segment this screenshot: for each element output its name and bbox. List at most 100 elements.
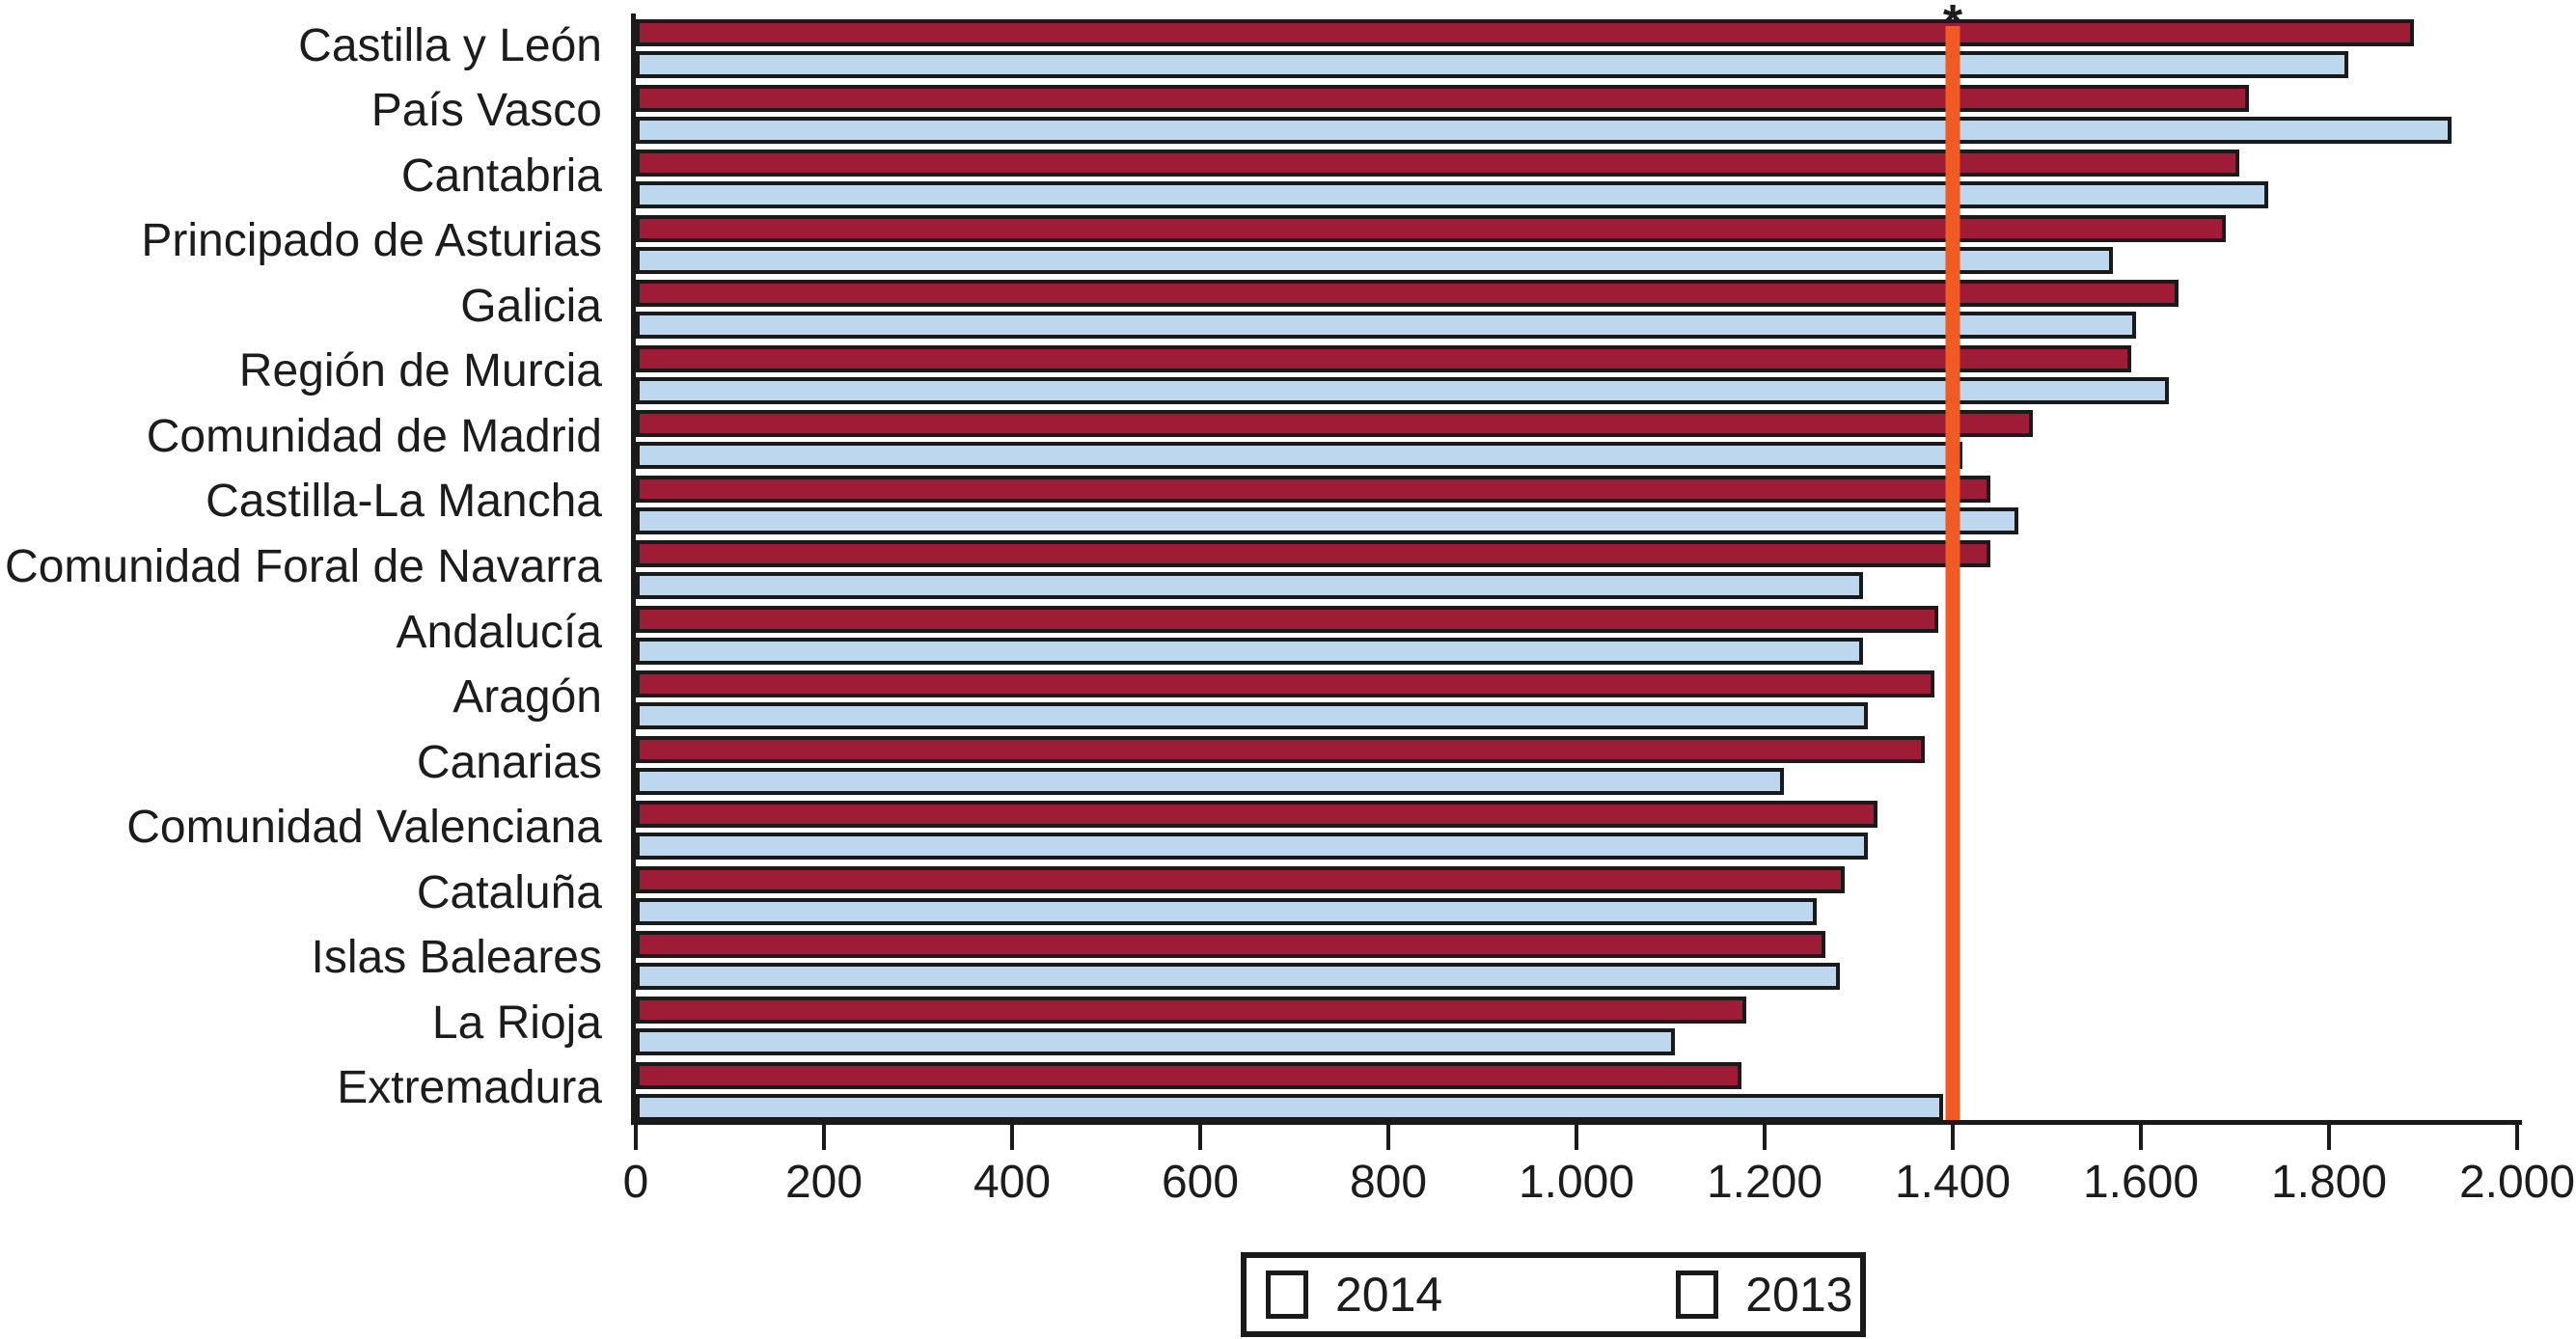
tick-label: 1.000	[1518, 1157, 1635, 1208]
tick-label: 1.400	[1894, 1157, 2012, 1208]
bar-group	[636, 14, 2517, 79]
tick-mark	[2515, 1125, 2519, 1150]
bar-group	[636, 79, 2517, 145]
category-label: Cataluña	[416, 866, 602, 918]
tick-mark	[634, 1125, 638, 1150]
bar-2014	[636, 1061, 1741, 1089]
x-axis-line	[631, 1120, 2522, 1125]
legend-item-2013: 2013	[1676, 1271, 1852, 1319]
tick-mark	[1010, 1125, 1014, 1150]
bar-group	[636, 665, 2517, 730]
bar-2013	[636, 312, 2137, 340]
bar-2014	[636, 996, 1746, 1024]
tick-label: 200	[784, 1157, 863, 1208]
legend-box: 2014 2013	[1241, 1252, 1866, 1337]
category-label: Región de Murcia	[238, 345, 602, 397]
bar-group	[636, 209, 2517, 275]
tick-mark	[1198, 1125, 1202, 1150]
bar-group	[636, 600, 2517, 666]
tick-mark	[1386, 1125, 1390, 1150]
bar-group	[636, 534, 2517, 600]
bar-group	[636, 340, 2517, 405]
bar-2013	[636, 767, 1784, 795]
tick-label: 600	[1161, 1157, 1240, 1208]
bar-2013	[636, 376, 2170, 404]
y-axis-labels: Castilla y León País Vasco Cantabria Princi…	[0, 14, 617, 1121]
category-label: Comunidad de Madrid	[146, 410, 602, 462]
legend-label-2013: 2013	[1745, 1268, 1853, 1322]
tick-label: 0	[622, 1157, 649, 1208]
bar-2014	[636, 931, 1826, 959]
tick-label: 2.000	[2458, 1157, 2576, 1208]
bar-2014	[636, 280, 2179, 308]
bar-2013	[636, 1093, 1944, 1121]
bar-2014	[636, 475, 1990, 503]
bar-group	[636, 144, 2517, 209]
bar-2013	[636, 442, 1962, 470]
bar-2014	[636, 344, 2132, 372]
bar-group	[636, 1056, 2517, 1122]
category-label: Andalucía	[396, 606, 603, 658]
tick-label: 1.200	[1706, 1157, 1823, 1208]
tick-mark	[1575, 1125, 1578, 1150]
bar-2014	[636, 670, 1934, 698]
legend-item-2014: 2014	[1266, 1271, 1442, 1319]
category-label: Comunidad Foral de Navarra	[5, 541, 602, 593]
x-axis-ticks: 0 200 400 600 800 1.000 1.200 1.400 1.600 1.800 2.…	[623, 1125, 2575, 1212]
tick-label: 1.800	[2270, 1157, 2388, 1208]
legend-swatch-2013	[1676, 1271, 1719, 1319]
tick-label: 400	[973, 1157, 1052, 1208]
tick-mark	[2139, 1125, 2143, 1150]
tick-mark	[822, 1125, 826, 1150]
bar-2013	[636, 246, 2113, 274]
category-label: País Vasco	[370, 85, 602, 137]
bar-2014	[636, 19, 2414, 46]
category-label: Cantabria	[400, 150, 602, 202]
bar-2014	[636, 84, 2250, 112]
bar-group	[636, 991, 2517, 1056]
bar-2013	[636, 833, 1869, 861]
bar-2013	[636, 897, 1817, 925]
category-label: La Rioja	[431, 997, 602, 1049]
bar-2013	[636, 506, 2019, 534]
category-label: Aragón	[452, 671, 602, 724]
bar-2014	[636, 801, 1877, 829]
category-label: Extremadura	[337, 1062, 602, 1114]
tick-mark	[2327, 1125, 2331, 1150]
bar-groups	[636, 14, 2517, 1121]
legend-label-2014: 2014	[1335, 1268, 1443, 1322]
bar-2014	[636, 540, 1990, 568]
bar-2013	[636, 572, 1864, 600]
bar-group	[636, 404, 2517, 470]
bar-2014	[636, 605, 1939, 633]
bar-group	[636, 274, 2517, 340]
plot-area: *	[631, 0, 2517, 1121]
bar-2013	[636, 181, 2268, 209]
bar-2014	[636, 410, 2033, 438]
bar-2014	[636, 150, 2240, 178]
category-label: Islas Baleares	[311, 932, 602, 984]
bar-2013	[636, 51, 2348, 78]
bar-group	[636, 730, 2517, 796]
reference-asterisk: *	[1942, 0, 1963, 51]
bar-group	[636, 470, 2517, 535]
legend-swatch-2014	[1266, 1271, 1308, 1319]
reference-line	[1945, 26, 1960, 1120]
bar-2013	[636, 702, 1869, 730]
category-label: Principado de Asturias	[141, 215, 602, 267]
category-label: Castilla y León	[298, 19, 602, 71]
tick-mark	[1951, 1125, 1955, 1150]
bar-2013	[636, 1027, 1676, 1055]
bar-group	[636, 861, 2517, 926]
bar-2013	[636, 116, 2452, 144]
bar-2014	[636, 865, 1845, 893]
tick-label: 800	[1349, 1157, 1428, 1208]
bar-2014	[636, 214, 2226, 242]
tick-mark	[1763, 1125, 1767, 1150]
category-label: Canarias	[416, 736, 602, 788]
category-label: Galicia	[460, 280, 602, 332]
bar-group	[636, 925, 2517, 991]
tick-label: 1.600	[2082, 1157, 2200, 1208]
category-label: Castilla-La Mancha	[206, 476, 602, 528]
